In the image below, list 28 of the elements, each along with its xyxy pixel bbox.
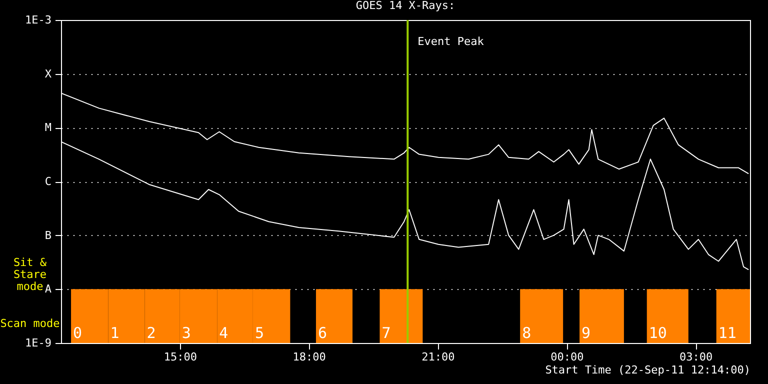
band-label: 0: [73, 324, 82, 342]
y-tick-label: 1E-3: [25, 14, 52, 26]
band-label: 11: [718, 324, 736, 342]
band-label: 4: [219, 324, 228, 342]
y-tick-label: X: [44, 67, 52, 80]
y-tick-label: C: [44, 175, 52, 188]
ref-line-label: Event Peak: [418, 35, 484, 48]
chart-title: GOES 14 X-Rays:: [356, 0, 456, 12]
band-label: 7: [382, 324, 391, 342]
x-axis-title: Start Time (22-Sep-11 12:14:00): [545, 364, 750, 376]
y-tick-label: B: [44, 228, 52, 242]
x-tick-label: 00:00: [550, 350, 584, 364]
x-tick-label: 21:00: [422, 350, 455, 364]
text: Scan mode: [0, 317, 60, 330]
x-tick-label: 18:00: [292, 350, 326, 364]
x-tick-label: 15:00: [164, 350, 197, 364]
y-tick-label: A: [44, 282, 52, 296]
band-label: 2: [146, 324, 156, 342]
y-tick-label: 1E-9: [25, 336, 52, 350]
band-label: 10: [648, 324, 667, 342]
band-label: 1: [110, 324, 120, 342]
band-label: 8: [522, 324, 532, 342]
band-label: 3: [182, 324, 191, 342]
band-label: 9: [582, 324, 591, 342]
band-label: 5: [254, 324, 264, 342]
y-tick-label: M: [44, 121, 52, 134]
band-label: 6: [318, 324, 328, 342]
x-tick-label: 03:00: [680, 350, 713, 364]
